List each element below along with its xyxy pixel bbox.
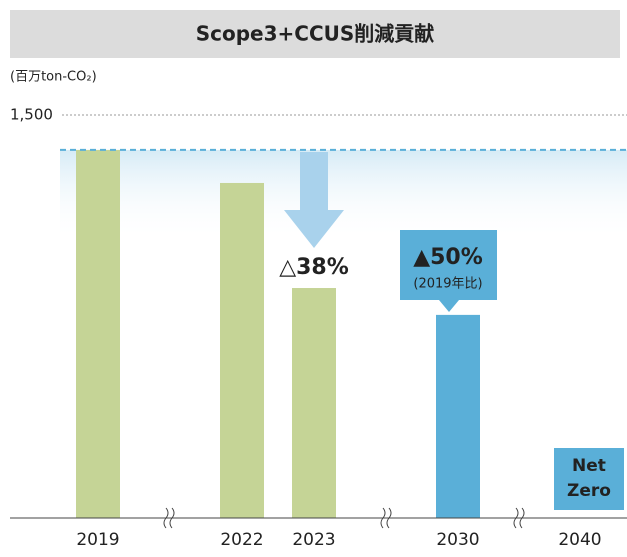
reduction-arrow xyxy=(284,152,344,248)
net-zero-box xyxy=(554,448,624,510)
annotation: ▲50% xyxy=(413,245,483,270)
annotation: Zero xyxy=(567,481,611,501)
bar xyxy=(292,288,336,518)
x-tick-label: 2022 xyxy=(220,530,263,550)
title-band xyxy=(10,10,620,58)
annotation: △38% xyxy=(279,255,349,280)
unit-label: (百万ton-CO₂) xyxy=(10,70,97,85)
bar xyxy=(436,314,480,518)
reference-fade xyxy=(60,149,627,240)
bar xyxy=(220,182,264,519)
x-tick-label: 2019 xyxy=(76,530,119,550)
x-tick-label: 2040 xyxy=(558,530,601,550)
annotation: Net xyxy=(572,456,606,476)
axis-breaks xyxy=(163,507,525,529)
callout-box xyxy=(400,230,497,312)
annotation: (2019年比) xyxy=(413,277,482,292)
y-tick-label: 1,500 xyxy=(10,106,53,124)
x-tick-label: 2023 xyxy=(292,530,335,550)
chart-title: Scope3+CCUS削減貢献 xyxy=(196,22,435,46)
x-tick-label: 2030 xyxy=(436,530,479,550)
bar xyxy=(76,149,120,518)
